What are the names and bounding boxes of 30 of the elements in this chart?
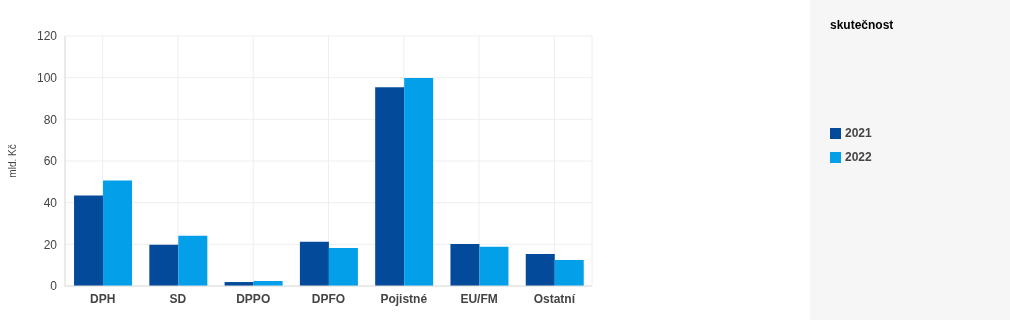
bar (103, 180, 133, 286)
y-tick-label: 100 (36, 70, 58, 85)
x-tick-label: Ostatní (533, 291, 576, 306)
y-tick-label: 120 (36, 29, 58, 44)
y-axis-title: mld. Kč (6, 144, 18, 178)
y-tick-label: 60 (43, 154, 58, 169)
bar (74, 195, 104, 286)
legend-label: 2021 (844, 126, 873, 140)
x-tick-label: DPPO (236, 291, 271, 306)
bar (554, 259, 584, 286)
x-tick-label: EU/FM (460, 291, 498, 306)
bar (178, 235, 208, 286)
bar (299, 241, 329, 286)
bar (149, 244, 179, 286)
bar (450, 243, 480, 286)
y-tick-label: 40 (43, 195, 58, 210)
x-tick-label: DPH (89, 291, 116, 306)
y-tick-label: 80 (43, 112, 58, 127)
y-tick-label: 0 (50, 279, 58, 294)
x-tick-label: SD (169, 291, 187, 306)
y-tick-label: 20 (43, 237, 58, 252)
x-tick-label: DPFO (311, 291, 346, 306)
bar (375, 87, 405, 286)
legend-label: 2022 (844, 150, 873, 164)
bar (479, 246, 509, 286)
bar (328, 247, 358, 286)
x-tick-label: Pojistné (380, 291, 428, 306)
bar (525, 253, 555, 286)
legend-title: skutečnost (830, 18, 895, 32)
bar (404, 78, 434, 286)
